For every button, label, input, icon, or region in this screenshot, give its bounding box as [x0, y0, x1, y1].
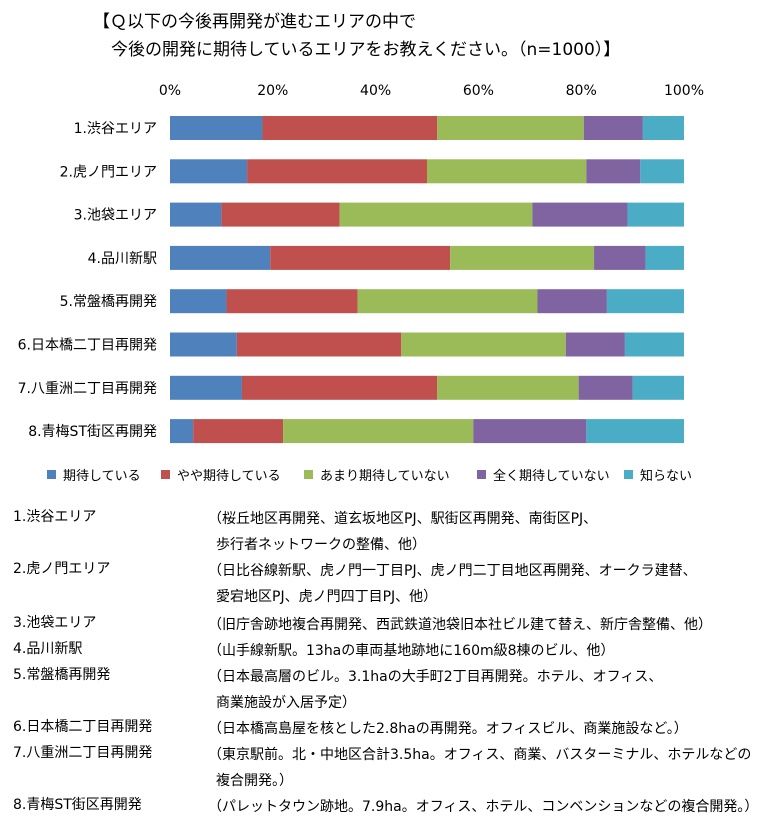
bar-segment: [450, 245, 595, 270]
legend-label: やや期待している: [177, 469, 281, 484]
note-description: （山手線新駅。13haの車両基地跡地に160m級8棟のビル、他）: [208, 638, 753, 664]
note-description-line: （桜丘地区再開発、道玄坂地区PJ、駅街区再開発、南街区PJ、: [208, 511, 598, 527]
category-label: 4.品川新駅: [88, 251, 157, 267]
bar-segment: [632, 375, 684, 400]
bar-segment: [226, 289, 358, 314]
bar-segment: [241, 375, 438, 400]
note-description: （日本橋高島屋を核とした2.8haの再開発。オフィスビル、商業施設など。）: [208, 716, 753, 742]
bar-segment: [586, 419, 684, 444]
category-label: 5.常盤橋再開発: [60, 294, 157, 310]
legend-label: 全く期待していない: [493, 468, 610, 484]
bar-segment: [193, 419, 284, 444]
legend-label: 期待している: [63, 469, 141, 484]
legend-swatch: [477, 470, 486, 479]
legend: 期待している やや期待している あまり期待していない 全く期待していない 知らない: [47, 468, 692, 484]
bar-segment: [537, 289, 607, 314]
bar-segment: [170, 159, 248, 184]
bar-segment: [247, 159, 427, 184]
note-description-line: 歩行者ネットワークの整備、他）: [216, 537, 426, 553]
note-description: （旧庁舎跡地複合再開発、西武鉄道池袋旧本社ビル建て替え、新庁舎整備、他）: [208, 612, 753, 638]
bar-segment: [339, 202, 533, 227]
legend-swatch: [304, 470, 313, 479]
note-description-line: （日比谷線新駅、虎ノ門一丁目PJ、虎ノ門二丁目地区再開発、オークラ建替、: [208, 563, 697, 579]
bar-segment: [427, 159, 587, 184]
legend-label: あまり期待していない: [320, 469, 450, 484]
bar-segment: [170, 116, 263, 140]
x-tick-label: 20%: [257, 83, 288, 99]
bar-segment: [594, 245, 646, 270]
category-label: 3.池袋エリア: [74, 208, 157, 224]
bar-segment: [170, 332, 237, 357]
category-labels: 1.渋谷エリア 2.虎ノ門エリア 3.池袋エリア 4.品川新駅 5.常盤橋再開発 6.日本…: [18, 121, 157, 440]
bar-segment: [642, 116, 684, 140]
bars: [170, 116, 684, 444]
legend-swatch: [161, 470, 170, 479]
bar-segment: [606, 289, 684, 314]
bar-segment: [357, 289, 538, 314]
bar-segment: [624, 332, 684, 357]
note-description: （パレットタウン跡地。7.9ha。オフィス、ホテル、コンベンションなどの複合開発…: [208, 794, 759, 820]
bar-segment: [170, 245, 271, 270]
x-tick-label: 60%: [463, 83, 494, 99]
bar-segment: [578, 375, 633, 400]
note-description-line: （パレットタウン跡地。7.9ha。オフィス、ホテル、コンベンションなどの複合開発…: [208, 799, 759, 815]
note-description-line: 愛宕地区PJ、虎ノ門四丁目PJ、他）: [216, 589, 438, 605]
note-area-name: 7.八重洲二丁目再開発: [13, 745, 153, 761]
category-label: 1.渋谷エリア: [74, 121, 157, 137]
note-description: （東京駅前。北・中地区合計3.5ha。オフィス、商業、バスターミナル、ホテルなど…: [208, 742, 753, 794]
note-area-name: 8.青梅ST街区再開発: [13, 797, 142, 813]
bar-segment: [437, 116, 584, 140]
bar-segment: [437, 375, 579, 400]
bar-segment: [586, 159, 641, 184]
note-area-name: 6.日本橋二丁目再開発: [13, 719, 153, 735]
note-area-name: 1.渋谷エリア: [13, 509, 97, 525]
note-description: （日本最高層のビル。3.1haの大手町2丁目再開発。ホテル、オフィス、商業施設が…: [208, 664, 753, 716]
note-description-line: （日本最高層のビル。3.1haの大手町2丁目再開発。ホテル、オフィス、: [208, 669, 663, 685]
x-tick-label: 0%: [159, 83, 181, 99]
bar-segment: [170, 289, 227, 314]
bar-segment: [283, 419, 474, 444]
legend-swatch: [47, 470, 56, 479]
bar-segment: [645, 245, 684, 270]
note-area-name: 2.虎ノ門エリア: [13, 561, 111, 577]
x-axis-ticks: 0% 20% 40% 60% 80% 100%: [159, 83, 704, 99]
category-label: 6.日本橋二丁目再開発: [18, 338, 157, 354]
bar-segment: [473, 419, 587, 444]
category-label: 2.虎ノ門エリア: [60, 164, 157, 180]
legend-label: 知らない: [640, 468, 692, 484]
note-description: （桜丘地区再開発、道玄坂地区PJ、駅街区再開発、南街区PJ、歩行者ネットワークの…: [208, 506, 753, 558]
x-tick-label: 80%: [566, 83, 597, 99]
note-description: （日比谷線新駅、虎ノ門一丁目PJ、虎ノ門二丁目地区再開発、オークラ建替、愛宕地区…: [208, 558, 753, 610]
category-label: 7.八重洲二丁目再開発: [18, 381, 157, 397]
bar-segment: [170, 202, 222, 227]
note-description-line: 複合開発。）: [216, 773, 293, 789]
note-area-name: 5.常盤橋再開発: [13, 667, 111, 683]
x-tick-label: 100%: [664, 83, 704, 99]
note-description-line: （東京駅前。北・中地区合計3.5ha。オフィス、商業、バスターミナル、ホテルなど…: [208, 747, 752, 763]
note-area-name: 3.池袋エリア: [13, 615, 97, 631]
note-description-line: （旧庁舎跡地複合再開発、西武鉄道池袋旧本社ビル建て替え、新庁舎整備、他）: [208, 617, 712, 633]
note-description-line: （山手線新駅。13haの車両基地跡地に160m級8棟のビル、他）: [208, 643, 615, 659]
category-label: 8.青梅ST街区再開発: [28, 424, 157, 440]
bar-segment: [262, 116, 438, 140]
bar-segment: [532, 202, 628, 227]
legend-swatch: [624, 470, 633, 479]
bar-segment: [627, 202, 684, 227]
bar-segment: [236, 332, 402, 357]
bar-segment: [565, 332, 625, 357]
chart-title-line-1: 【Ｑ以下の今後再開発が進むエリアの中で: [93, 12, 416, 32]
stacked-bar-chart: 0% 20% 40% 60% 80% 100% 1.渋谷エリア 2.虎ノ門エリア 3.池袋エリ…: [18, 83, 704, 484]
bar-segment: [221, 202, 340, 227]
bar-segment: [270, 245, 451, 270]
note-area-name: 4.品川新駅: [13, 641, 83, 657]
bar-segment: [401, 332, 566, 357]
bar-segment: [170, 419, 194, 444]
x-tick-label: 40%: [360, 83, 391, 99]
bar-segment: [583, 116, 643, 140]
note-description-line: （日本橋高島屋を核とした2.8haの再開発。オフィスビル、商業施設など。）: [208, 721, 688, 737]
bar-segment: [170, 375, 242, 400]
bar-segment: [640, 159, 684, 184]
note-description-line: 商業施設が入居予定）: [216, 695, 356, 711]
chart-title-line-2: 今後の開発に期待しているエリアをお教えください。（n=1000）】: [111, 40, 621, 60]
